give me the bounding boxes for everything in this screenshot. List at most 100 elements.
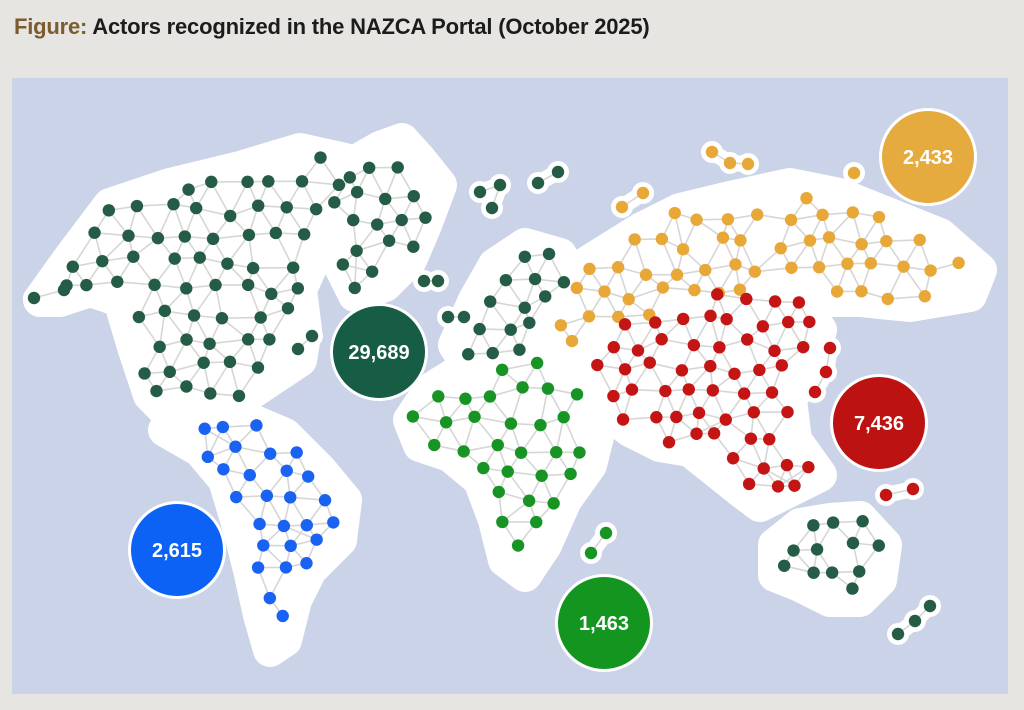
network-node: [221, 257, 234, 270]
network-node: [768, 295, 782, 308]
network-node: [570, 281, 584, 295]
network-node: [343, 171, 357, 184]
network-node: [209, 278, 222, 292]
network-node: [419, 211, 432, 224]
network-node: [362, 161, 376, 174]
network-link: [210, 181, 231, 217]
network-node: [132, 310, 146, 324]
network-node: [607, 389, 620, 403]
network-node: [881, 292, 894, 306]
network-node: [246, 261, 260, 275]
network-node: [127, 250, 140, 263]
network-node: [853, 565, 866, 578]
network-node: [180, 380, 193, 393]
network-node: [622, 293, 635, 306]
network-node: [690, 213, 703, 226]
network-node: [457, 445, 470, 458]
network-node: [918, 290, 932, 303]
network-link: [229, 181, 249, 217]
network-node: [676, 243, 690, 256]
network-node: [655, 333, 668, 346]
network-node: [880, 234, 893, 248]
network-node: [407, 240, 420, 253]
network-node: [260, 489, 274, 502]
network-node: [807, 566, 820, 579]
network-node: [193, 251, 206, 264]
network-node: [286, 261, 300, 274]
region-bubble-north-america-oceania: 29,689: [330, 303, 428, 401]
world-map: 29,689 2,433 7,436 2,615 1,463: [12, 78, 1008, 694]
figure-title: Figure: Actors recognized in the NAZCA P…: [14, 14, 650, 40]
network-node: [826, 516, 840, 529]
network-node: [491, 438, 504, 452]
network-node: [204, 387, 217, 400]
network-node: [187, 309, 201, 322]
network-link: [193, 284, 217, 316]
network-link: [136, 205, 159, 239]
network-node: [855, 238, 868, 251]
network-node: [232, 389, 246, 403]
network-node: [279, 561, 293, 574]
region-bubble-asia-pacific: 7,436: [830, 374, 928, 472]
network-node: [763, 433, 776, 446]
network-node: [350, 185, 364, 199]
network-node: [280, 201, 293, 214]
network-node: [281, 302, 295, 315]
bubble-fill: [882, 111, 974, 203]
network-node: [913, 233, 926, 247]
network-node: [676, 312, 690, 326]
network-node: [872, 539, 885, 552]
network-node: [379, 192, 392, 206]
region-count-asia-pacific: 7,436: [854, 413, 904, 435]
network-node: [457, 310, 471, 324]
network-node: [432, 390, 445, 403]
network-node: [726, 452, 740, 465]
network-node: [803, 234, 817, 247]
network-node: [721, 213, 735, 226]
network-node: [290, 446, 303, 459]
network-node: [264, 447, 277, 460]
network-node: [473, 185, 487, 199]
network-node: [741, 157, 755, 171]
network-node: [803, 315, 816, 329]
network-node: [178, 230, 192, 243]
network-node: [518, 301, 531, 314]
network-node: [514, 446, 528, 459]
network-node: [513, 343, 526, 356]
network-node: [607, 341, 620, 354]
network-node: [477, 461, 490, 475]
network-node: [846, 206, 859, 219]
network-node: [473, 322, 486, 336]
network-node: [501, 465, 514, 478]
network-link: [72, 232, 96, 268]
network-node: [879, 488, 893, 502]
network-node: [180, 333, 193, 346]
network-node: [625, 383, 639, 396]
network-node: [251, 361, 265, 374]
network-node: [782, 315, 795, 329]
network-node: [215, 312, 229, 325]
network-node: [485, 201, 499, 215]
network-node: [291, 282, 305, 295]
network-node: [428, 438, 441, 452]
bubble-fill: [558, 577, 650, 669]
network-node: [280, 464, 293, 477]
network-node: [557, 410, 570, 424]
network-node: [582, 310, 596, 323]
network-node: [573, 446, 586, 459]
network-node: [495, 363, 509, 377]
network-node: [655, 232, 669, 246]
network-node: [243, 468, 256, 482]
network-node: [484, 295, 497, 308]
network-node: [348, 281, 361, 295]
network-node: [395, 213, 408, 227]
network-node: [668, 206, 681, 220]
network-node: [522, 494, 536, 507]
network-node: [203, 337, 216, 350]
network-node: [205, 175, 218, 189]
network-node: [734, 234, 747, 247]
network-node: [483, 390, 497, 403]
network-node: [711, 288, 724, 301]
figure-title-text: Actors recognized in the NAZCA Portal (O…: [92, 14, 650, 39]
network-node: [224, 209, 237, 223]
